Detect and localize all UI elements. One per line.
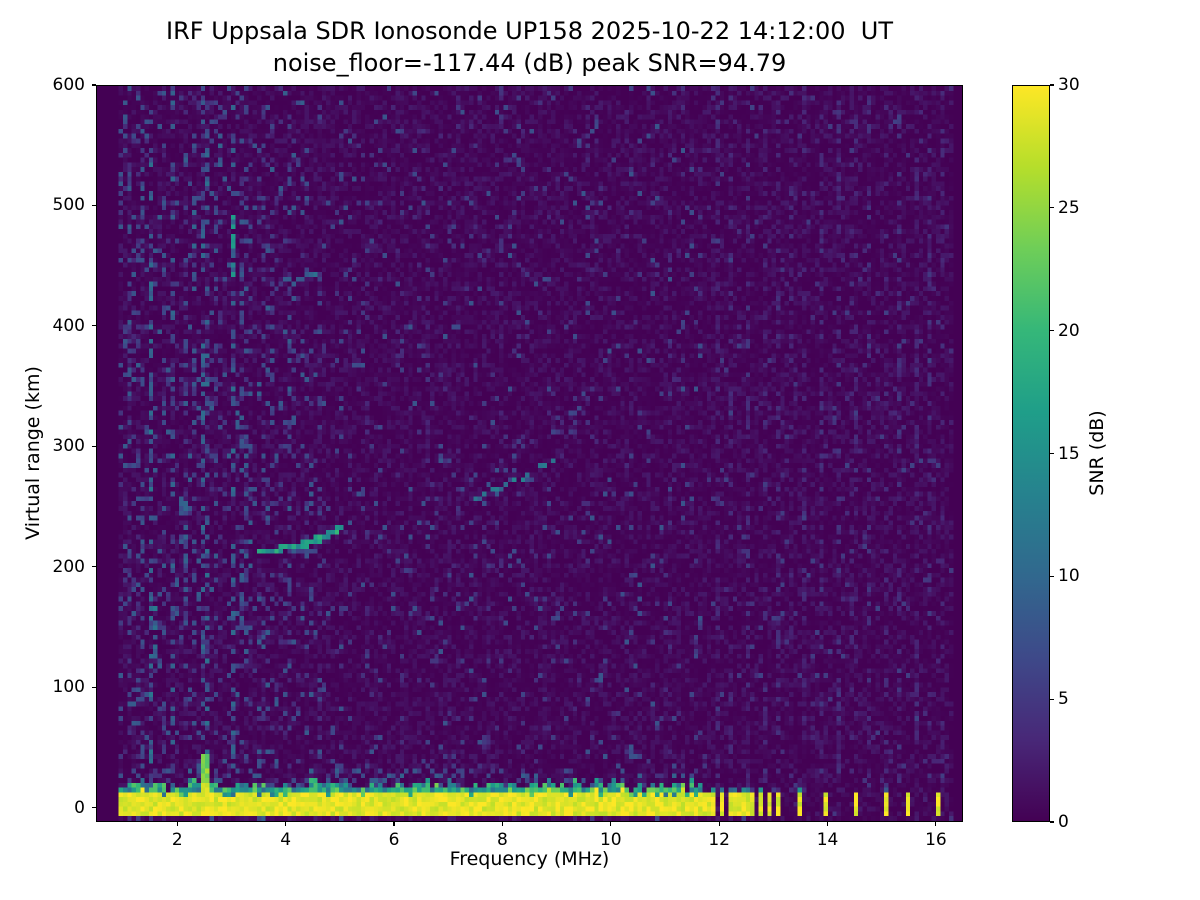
y-tick-mark (92, 325, 96, 327)
plot-area (96, 85, 963, 822)
colorbar-tick-label: 0 (1058, 812, 1069, 832)
colorbar-tick-mark (1050, 452, 1054, 455)
x-tick-mark (610, 822, 612, 826)
ionogram-heatmap-canvas (97, 86, 962, 821)
y-tick-label: 400 (52, 315, 85, 336)
y-tick-label: 100 (52, 677, 85, 698)
colorbar-tick-label: 15 (1058, 443, 1080, 464)
x-tick-mark (935, 822, 937, 826)
colorbar-tick-mark (1050, 698, 1054, 700)
colorbar-gradient (1013, 86, 1049, 821)
y-tick-label: 500 (52, 195, 85, 216)
x-tick-mark (176, 822, 178, 826)
colorbar-tick-mark (1050, 575, 1054, 577)
colorbar-tick-mark (1050, 821, 1054, 823)
x-tick-mark (501, 822, 503, 826)
x-axis-label: Frequency (MHz) (449, 848, 610, 870)
y-tick-label: 300 (52, 436, 85, 457)
colorbar-tick-mark (1050, 207, 1054, 209)
colorbar-tick-label: 30 (1058, 75, 1080, 95)
y-tick-label: 0 (74, 797, 85, 818)
x-tick-label: 10 (599, 830, 622, 850)
colorbar-tick-label: 20 (1058, 320, 1080, 341)
y-tick-mark (92, 806, 96, 809)
chart-title: IRF Uppsala SDR Ionosonde UP158 2025-10-… (166, 17, 893, 45)
y-tick-mark (92, 84, 96, 86)
chart-subtitle: noise_floor=-117.44 (dB) peak SNR=94.79 (272, 49, 787, 77)
x-tick-label: 8 (496, 830, 508, 850)
x-tick-mark (826, 822, 829, 826)
colorbar-tick-label: 10 (1058, 566, 1080, 587)
x-tick-mark (285, 822, 287, 826)
x-tick-mark (393, 822, 395, 826)
x-tick-label: 14 (816, 830, 839, 850)
x-tick-mark (718, 822, 720, 826)
colorbar-tick-mark (1050, 84, 1054, 86)
y-tick-mark (92, 445, 96, 447)
x-tick-label: 2 (171, 830, 183, 850)
colorbar-tick-label: 25 (1058, 197, 1080, 218)
colorbar-tick-label: 5 (1058, 689, 1069, 710)
y-tick-mark (92, 686, 96, 688)
x-tick-label: 16 (925, 830, 947, 850)
y-tick-mark (92, 566, 96, 568)
y-tick-label: 200 (52, 556, 85, 577)
x-tick-label: 6 (388, 830, 400, 850)
x-tick-label: 4 (280, 830, 292, 850)
y-tick-label: 600 (52, 75, 85, 95)
y-tick-mark (92, 204, 96, 206)
x-tick-label: 12 (708, 830, 730, 850)
colorbar (1012, 85, 1050, 822)
colorbar-tick-mark (1050, 330, 1054, 332)
